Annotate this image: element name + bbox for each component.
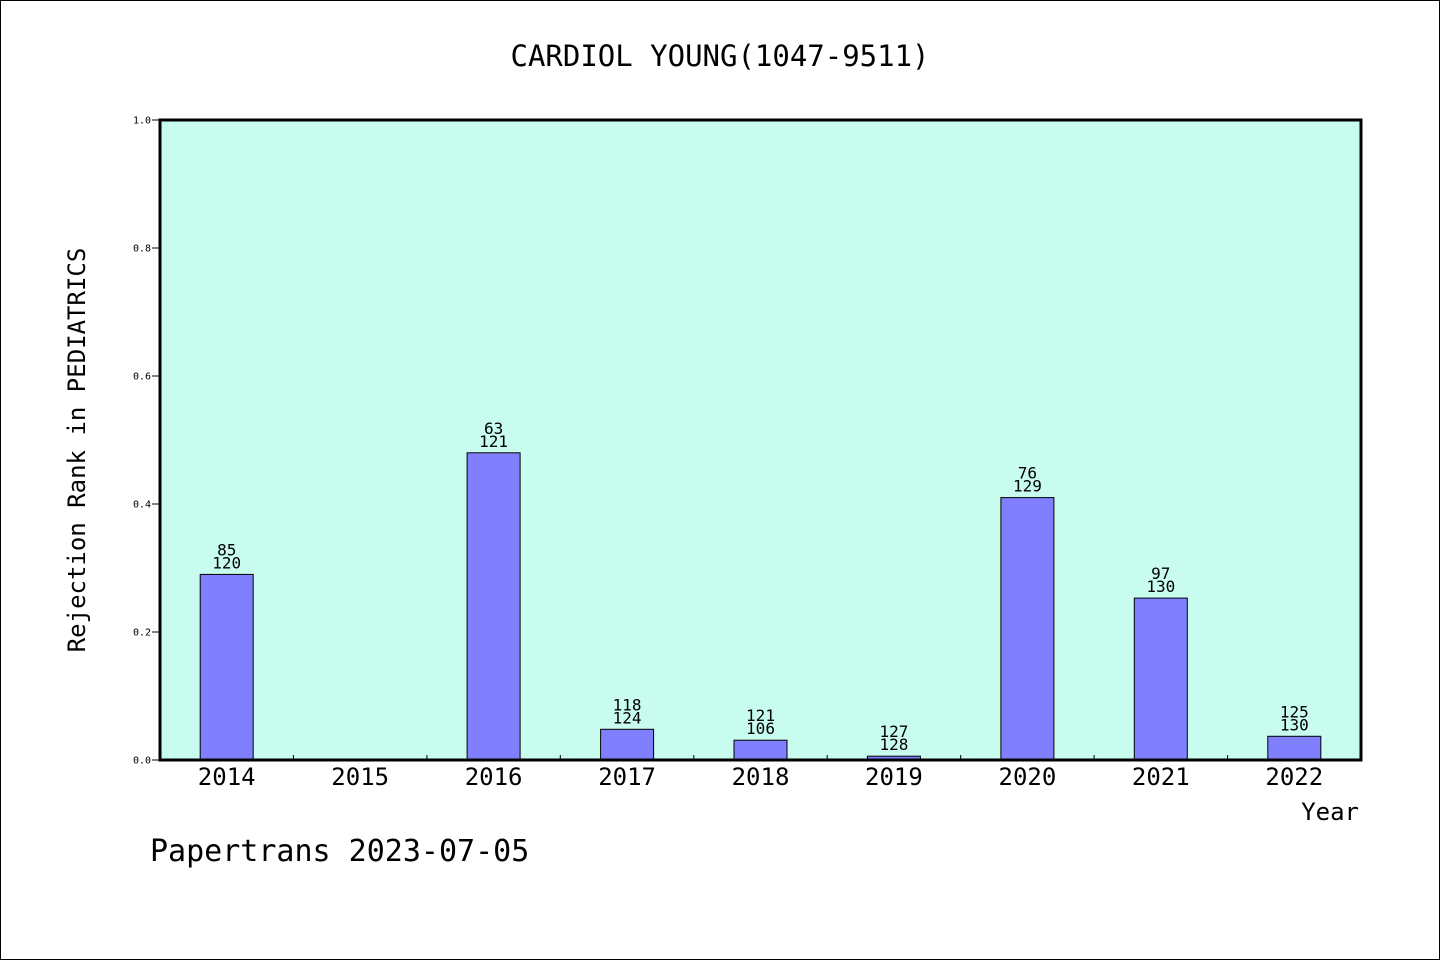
- x-tick-label: 2016: [465, 763, 523, 791]
- y-tick-label: 0.8: [133, 244, 151, 255]
- x-axis: 2014 2015 2016 2017 2018 2019 2020 2021 2022: [198, 755, 1323, 791]
- data-label-top: 97: [1151, 564, 1170, 583]
- y-tick-label: 1.0: [133, 116, 151, 127]
- y-tick-label: 0.6: [133, 372, 151, 383]
- x-tick-label: 2019: [865, 763, 923, 791]
- data-label-bottom: 120: [212, 553, 241, 572]
- data-label-bottom: 106: [746, 719, 775, 738]
- plot-border: [158, 118, 1363, 762]
- x-tick-label: 2020: [999, 763, 1057, 791]
- data-label-bottom: 124: [613, 708, 642, 727]
- bar-2021: [1133, 597, 1188, 761]
- data-label-bottom: 129: [1013, 477, 1042, 496]
- x-axis-label: Year: [1301, 798, 1359, 826]
- x-tick-label: 2022: [1265, 763, 1323, 791]
- bar-2020: [1000, 497, 1055, 761]
- data-label-top: 121: [746, 706, 775, 725]
- y-tick-label: 0.4: [133, 500, 151, 511]
- bar-2016: [466, 452, 521, 761]
- bar-2022: [1267, 735, 1322, 761]
- bar-2014: [199, 573, 254, 761]
- chart-title: CARDIOL YOUNG(1047-9511): [510, 39, 929, 73]
- x-tick-label: 2018: [732, 763, 790, 791]
- bar-2018: [733, 739, 788, 761]
- x-tick-label: 2017: [598, 763, 656, 791]
- y-axis-label: Rejection Rank in PEDIATRICS: [63, 248, 91, 653]
- data-label-top: 118: [613, 695, 642, 714]
- y-axis: 0.0 0.2 0.4 0.6 0.8 1.0: [133, 116, 160, 767]
- data-label-top: 125: [1280, 702, 1309, 721]
- x-tick-label: 2015: [331, 763, 389, 791]
- data-label-bottom: 121: [479, 432, 508, 451]
- data-label-top: 76: [1018, 464, 1037, 483]
- data-label-top: 127: [879, 722, 908, 741]
- x-tick-label: 2021: [1132, 763, 1190, 791]
- x-tick-label: 2014: [198, 763, 256, 791]
- footer-text: Papertrans 2023-07-05: [150, 834, 530, 869]
- y-tick-label: 0.0: [133, 756, 151, 767]
- data-label-bottom: 128: [879, 735, 908, 754]
- data-label-bottom: 130: [1146, 577, 1175, 596]
- data-label-top: 63: [484, 419, 503, 438]
- y-tick-label: 0.2: [133, 628, 151, 639]
- data-label-bottom: 130: [1280, 715, 1309, 734]
- data-label-top: 85: [217, 540, 236, 559]
- bars-group: [199, 452, 1322, 761]
- bar-2017: [600, 728, 655, 761]
